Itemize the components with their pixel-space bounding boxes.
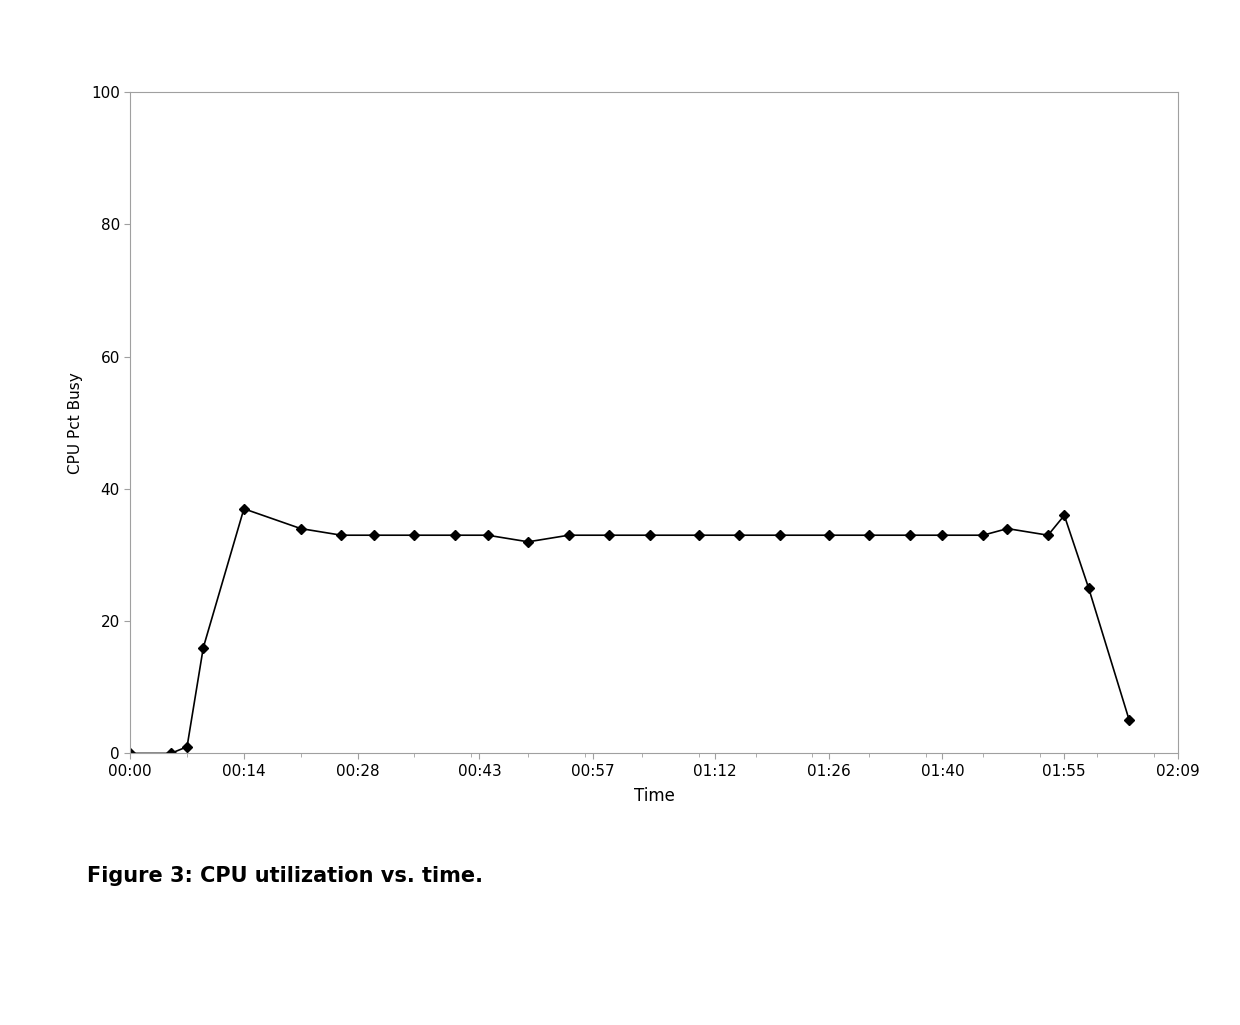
X-axis label: Time: Time xyxy=(634,787,675,805)
Text: Figure 3: CPU utilization vs. time.: Figure 3: CPU utilization vs. time. xyxy=(87,866,482,887)
Y-axis label: CPU Pct Busy: CPU Pct Busy xyxy=(67,372,83,474)
